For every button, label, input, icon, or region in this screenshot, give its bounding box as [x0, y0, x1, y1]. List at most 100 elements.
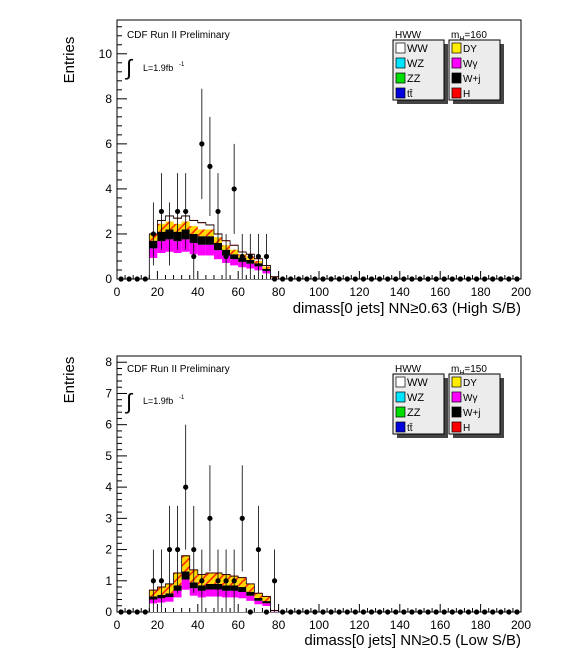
data-point: [207, 516, 212, 521]
data-point: [458, 276, 463, 281]
x-tick-label: 120: [349, 285, 369, 299]
legend-label-higgs: H: [463, 89, 470, 100]
legend-swatch-dy: [452, 43, 461, 53]
legend-swatch-wgamma: [452, 58, 461, 68]
data-point: [498, 276, 503, 281]
mc-bin-wgamma: [230, 259, 238, 265]
mc-bin-wjets: [206, 236, 214, 245]
mc-bin-wjets: [206, 584, 214, 590]
x-tick-label: 140: [390, 618, 410, 632]
data-point: [393, 276, 398, 281]
legend-label-zz: ZZ: [407, 73, 421, 85]
data-point: [151, 578, 156, 583]
data-point: [425, 276, 430, 281]
x-tick-label: 200: [511, 285, 531, 299]
data-point: [353, 276, 358, 281]
data-point: [514, 609, 519, 614]
data-point: [248, 609, 253, 614]
legend-label-dy: DY: [463, 44, 477, 55]
data-point: [143, 276, 148, 281]
mc-bin-ww: [182, 252, 190, 279]
legend-label-wz: WZ: [407, 392, 424, 404]
legend-label-wz: WZ: [407, 58, 424, 70]
data-point: [312, 609, 317, 614]
data-point: [232, 578, 237, 583]
data-point: [264, 254, 269, 259]
data-point: [401, 609, 406, 614]
data-point: [490, 276, 495, 281]
data-point: [296, 609, 301, 614]
legend-swatch-ww: [396, 377, 405, 387]
data-point: [288, 276, 293, 281]
data-point: [377, 276, 382, 281]
mc-bin-ww: [198, 255, 206, 279]
legend-label-zz: ZZ: [407, 407, 421, 419]
legend-label-ww: WW: [407, 377, 428, 389]
data-point: [329, 276, 334, 281]
data-point: [296, 276, 301, 281]
data-point: [183, 209, 188, 214]
data-point: [215, 209, 220, 214]
data-point: [393, 609, 398, 614]
x-tick-label: 160: [430, 285, 450, 299]
x-tick-label: 60: [232, 618, 246, 632]
data-point: [377, 609, 382, 614]
data-point: [434, 609, 439, 614]
legend-header-process: HWW: [395, 30, 422, 41]
data-point: [353, 609, 358, 614]
mc-bin-ww: [206, 255, 214, 279]
y-tick-label: 0: [105, 272, 112, 286]
legend-swatch-higgs: [452, 88, 461, 98]
luminosity-label: L=1.9fb: [143, 63, 173, 73]
mc-bin-wgamma: [206, 245, 214, 256]
x-tick-label: 80: [272, 285, 286, 299]
x-tick-label: 180: [471, 618, 491, 632]
legend-swatch-wjets: [452, 73, 461, 83]
data-point: [256, 547, 261, 552]
y-tick-label: 2: [105, 227, 112, 241]
data-point: [248, 254, 253, 259]
legend-swatch-zz: [396, 407, 405, 417]
mc-bin-wjets: [198, 236, 206, 245]
y-tick-label: 8: [105, 355, 112, 369]
x-tick-label: 180: [471, 285, 491, 299]
mc-bin-wjets: [246, 592, 254, 596]
y-tick-label: 8: [105, 92, 112, 106]
mc-bin-wgamma: [254, 601, 262, 605]
y-tick-label: 7: [105, 386, 112, 400]
mc-bin-ww: [254, 604, 262, 612]
mc-bin-ww: [165, 602, 173, 612]
data-point: [490, 609, 495, 614]
y-tick-label: 4: [105, 182, 112, 196]
data-point: [175, 209, 180, 214]
mc-bin-wgamma: [246, 596, 254, 601]
integral-symbol: ∫: [124, 389, 134, 414]
data-point: [466, 609, 471, 614]
data-point: [304, 609, 309, 614]
x-tick-label: 120: [349, 618, 369, 632]
mc-stack-and-data: [118, 425, 519, 615]
data-point: [215, 578, 220, 583]
legend-label-dy: DY: [463, 378, 477, 389]
legend-label-ww: WW: [407, 43, 428, 55]
mc-bin-ww: [174, 597, 182, 612]
data-point: [482, 609, 487, 614]
legend-label-wjets: W+j: [463, 74, 481, 85]
legend: HWW mH=150 WW WZ ZZ tt̄ DY Wγ W+j: [393, 364, 504, 438]
data-point: [191, 547, 196, 552]
experiment-label: CDF Run II Preliminary: [127, 30, 230, 41]
data-point: [207, 164, 212, 169]
mc-bin-ww: [190, 596, 198, 612]
mc-bin-wgamma: [165, 597, 173, 602]
mc-bin-ww: [230, 265, 238, 279]
data-point: [417, 609, 422, 614]
data-point: [199, 578, 204, 583]
data-point: [175, 547, 180, 552]
data-point: [223, 578, 228, 583]
x-tick-label: 60: [232, 285, 246, 299]
legend-label-higgs: H: [463, 423, 470, 434]
legend-swatch-wz: [396, 58, 405, 68]
